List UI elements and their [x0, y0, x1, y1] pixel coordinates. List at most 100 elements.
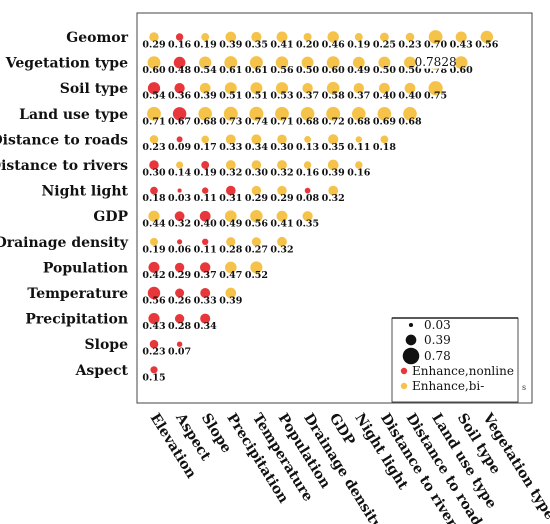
value-label: 0.61	[219, 65, 242, 76]
value-label: 0.20	[296, 40, 320, 51]
column-labels: ElevationAspectSlopePrecipitationTempera…	[147, 410, 550, 524]
legend-type-marker	[400, 382, 408, 390]
value-label: 0.39	[219, 40, 243, 51]
value-label: 0.19	[142, 244, 166, 255]
bubble	[379, 32, 389, 42]
value-label: 0.35	[245, 40, 268, 51]
bubble	[202, 187, 209, 194]
value-label: 0.68	[398, 116, 422, 127]
value-label: 0.32	[270, 244, 293, 255]
value-label: 0.67	[168, 116, 191, 127]
bubble	[250, 261, 263, 274]
bubble	[202, 238, 209, 245]
value-label: 0.31	[219, 193, 242, 204]
bubble	[175, 33, 184, 41]
value-label: 0.15	[142, 372, 165, 383]
bubble	[198, 107, 212, 121]
highlight-label: 0.7828	[415, 55, 457, 69]
bubble	[480, 30, 494, 44]
row-labels: Geomor Vegetation type Soil type Land use t…	[0, 30, 129, 379]
value-label: 0.19	[194, 40, 218, 51]
bubble	[404, 56, 416, 69]
value-label: 0.16	[168, 40, 192, 51]
bubble	[149, 160, 159, 170]
value-label: 0.51	[219, 91, 242, 102]
bubble	[199, 56, 212, 69]
bubble	[224, 210, 237, 223]
value-label: 0.14	[168, 168, 192, 179]
bubble	[405, 32, 415, 42]
bubble	[251, 237, 261, 247]
value-label: 0.30	[142, 168, 166, 179]
bubble	[175, 288, 185, 298]
value-label: 0.28	[168, 321, 192, 332]
bubble	[328, 185, 339, 196]
bubble	[149, 339, 159, 349]
bubble	[225, 31, 237, 43]
value-label: 0.11	[194, 244, 217, 255]
bubble	[403, 107, 417, 121]
bubble	[404, 82, 416, 94]
value-label: 0.30	[245, 168, 269, 179]
legend-type-label: Enhance,nonline	[412, 364, 514, 378]
value-label: 0.32	[270, 168, 293, 179]
value-label: 0.61	[245, 65, 268, 76]
bubble	[148, 313, 160, 325]
row-label: Geomor	[66, 30, 128, 46]
value-label: 0.23	[142, 142, 165, 153]
value-label: 0.42	[142, 270, 165, 281]
bubble	[174, 313, 185, 324]
value-label: 0.53	[270, 91, 293, 102]
value-label: 0.74	[245, 116, 269, 127]
legend-type-marker	[400, 367, 408, 375]
bubble	[275, 82, 289, 95]
value-label: 0.56	[245, 219, 269, 230]
value-label: 0.56	[475, 40, 499, 51]
value-label: 0.30	[270, 142, 294, 153]
value-label: 0.40	[194, 219, 218, 230]
value-label: 0.13	[296, 142, 319, 153]
value-label: 0.52	[245, 270, 268, 281]
bubble	[302, 211, 313, 222]
bubble	[225, 185, 236, 196]
value-label: 0.09	[168, 142, 192, 153]
value-label: 0.36	[168, 91, 192, 102]
value-label: 0.75	[424, 91, 447, 102]
value-label: 0.27	[245, 244, 268, 255]
value-label: 0.37	[347, 91, 370, 102]
bubble	[428, 81, 443, 96]
value-label: 0.23	[142, 347, 165, 358]
bubble	[378, 56, 391, 69]
bubble	[177, 188, 182, 193]
bubble	[174, 211, 185, 222]
bubble	[251, 134, 262, 145]
value-label: 0.49	[347, 65, 371, 76]
value-label: 0.69	[373, 116, 397, 127]
value-label: 0.41	[270, 40, 293, 51]
value-label: 0.41	[270, 219, 293, 230]
bubble	[275, 106, 289, 121]
value-label: 0.35	[322, 142, 345, 153]
bubble	[251, 160, 262, 170]
highlight-box	[417, 55, 454, 69]
value-label: 0.37	[194, 270, 217, 281]
bubble	[199, 262, 211, 273]
bubble	[304, 135, 312, 143]
value-label: 0.54	[194, 65, 218, 76]
plot-frame	[136, 12, 533, 404]
value-label: 0.71	[270, 116, 293, 127]
value-label: 0.39	[322, 168, 346, 179]
value-label: 0.18	[373, 142, 397, 153]
value-label: 0.39	[219, 296, 243, 307]
bubble	[428, 30, 443, 44]
bubble	[328, 134, 339, 145]
legend-size-marker	[408, 322, 414, 328]
bubble	[173, 56, 186, 69]
value-label: 0.60	[142, 65, 166, 76]
bubble	[176, 341, 183, 347]
bubble	[200, 313, 211, 324]
bubble	[304, 187, 311, 194]
legend-type-label: Enhance,bi-	[412, 379, 484, 393]
value-label: 0.11	[347, 142, 370, 153]
value-label: 0.17	[194, 142, 217, 153]
